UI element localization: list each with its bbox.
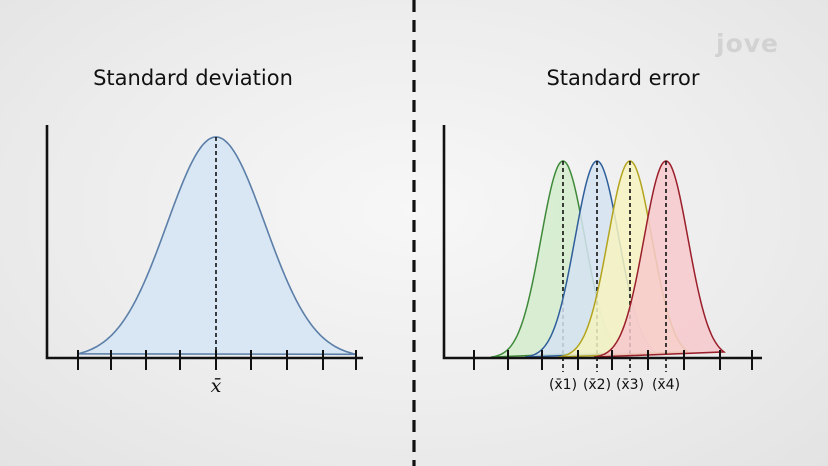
mean-label: x̄ (211, 375, 222, 397)
right-axes (442, 125, 762, 360)
x-axis-ticks (473, 350, 753, 370)
sample-mean-label-4: (x̄4) (652, 377, 680, 393)
sample-mean-label-2: (x̄2) (583, 377, 611, 393)
jove-logo: jove (715, 29, 779, 58)
right-panel: Standard error (x̄1) (x̄2) (x̄3) (x̄4) (442, 66, 762, 393)
sample-mean-labels: (x̄1) (x̄2) (x̄3) (x̄4) (549, 377, 680, 393)
sample-mean-label-3: (x̄3) (616, 377, 644, 393)
left-panel: Standard deviation x̄ (45, 66, 363, 397)
left-panel-title: Standard deviation (93, 66, 293, 90)
x-axis-ticks (77, 350, 357, 370)
right-panel-title: Standard error (546, 66, 699, 90)
normal-curve (77, 136, 357, 356)
sample-mean-label-1: (x̄1) (549, 377, 577, 393)
left-axes (45, 125, 363, 360)
sample-mean-curves (490, 160, 727, 372)
sample-curve-4 (593, 160, 727, 358)
